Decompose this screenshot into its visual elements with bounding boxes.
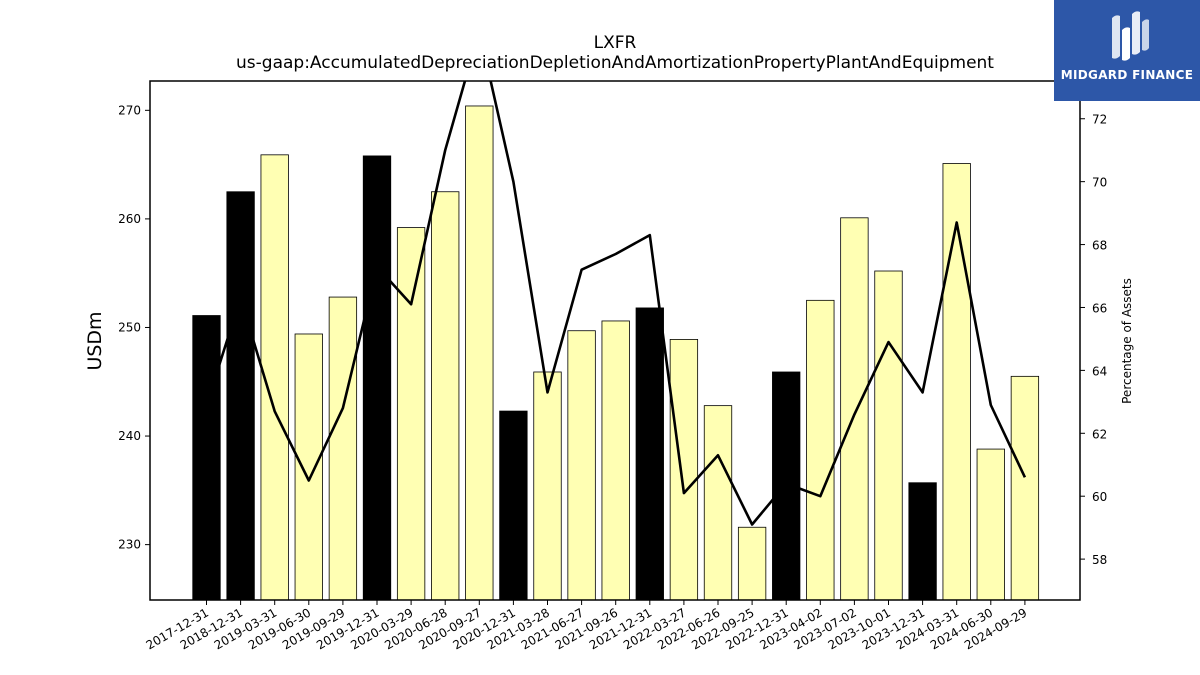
midgard-logo-icon xyxy=(1112,11,1149,61)
bar-2024-09-29 xyxy=(1010,375,1040,600)
midgard-finance-logo: MIDGARD FINANCE xyxy=(1054,0,1200,101)
plot-frame xyxy=(149,80,1081,601)
bar-2021-09-26 xyxy=(601,320,630,600)
y2-tick-label: 68 xyxy=(1092,239,1107,253)
bar-2022-03-27 xyxy=(669,339,699,600)
bar-2019-06-30 xyxy=(294,333,323,600)
y2-tick-label: 62 xyxy=(1092,427,1107,441)
bar-2020-06-28 xyxy=(431,191,460,600)
line-layer xyxy=(205,81,1027,526)
bar-2020-09-27 xyxy=(465,105,494,600)
bar-2024-03-31 xyxy=(942,163,971,600)
bar-2022-06-26 xyxy=(703,405,733,600)
bar-2023-10-01 xyxy=(874,270,903,600)
bar-2020-12-31 xyxy=(499,410,528,600)
y-axis-label: USDm xyxy=(84,311,106,370)
logo-text: MIDGARD FINANCE xyxy=(1060,68,1194,82)
y2-tick-label: 58 xyxy=(1092,553,1107,567)
percentage-of-assets-line xyxy=(205,81,1027,526)
bar-2017-12-31 xyxy=(192,315,221,600)
bar-2018-12-31 xyxy=(226,191,255,600)
bars-layer xyxy=(192,105,1040,600)
bar-2023-07-02 xyxy=(840,217,869,600)
bar-2020-03-29 xyxy=(396,227,426,600)
y-tick-label: 240 xyxy=(118,429,141,443)
y2-axis-label: Percentage of Assets xyxy=(1120,278,1134,404)
bar-2022-09-25 xyxy=(737,526,767,600)
y2-tick-label: 60 xyxy=(1092,490,1107,504)
chart-subtitle: us-gaap:AccumulatedDepreciationDepletion… xyxy=(236,53,994,73)
y-tick-label: 230 xyxy=(118,538,141,552)
bar-2024-06-30 xyxy=(976,448,1005,600)
y-tick-label: 270 xyxy=(118,103,141,117)
y2-tick-label: 70 xyxy=(1092,176,1107,190)
bar-2021-12-31 xyxy=(635,307,664,600)
y-tick-label: 260 xyxy=(118,212,141,226)
y2-tick-label: 64 xyxy=(1092,364,1107,378)
y-tick-label: 250 xyxy=(118,320,141,334)
bar-2021-06-27 xyxy=(567,330,596,600)
bar-2023-12-31 xyxy=(908,482,937,600)
bar-2019-12-31 xyxy=(362,155,392,600)
y2-tick-label: 72 xyxy=(1092,113,1107,127)
bar-2023-04-02 xyxy=(806,299,835,600)
bar-2019-09-29 xyxy=(328,296,358,600)
y2-tick-label: 66 xyxy=(1092,301,1107,315)
chart-title: LXFR xyxy=(594,33,637,53)
bar-2021-03-28 xyxy=(533,371,562,600)
